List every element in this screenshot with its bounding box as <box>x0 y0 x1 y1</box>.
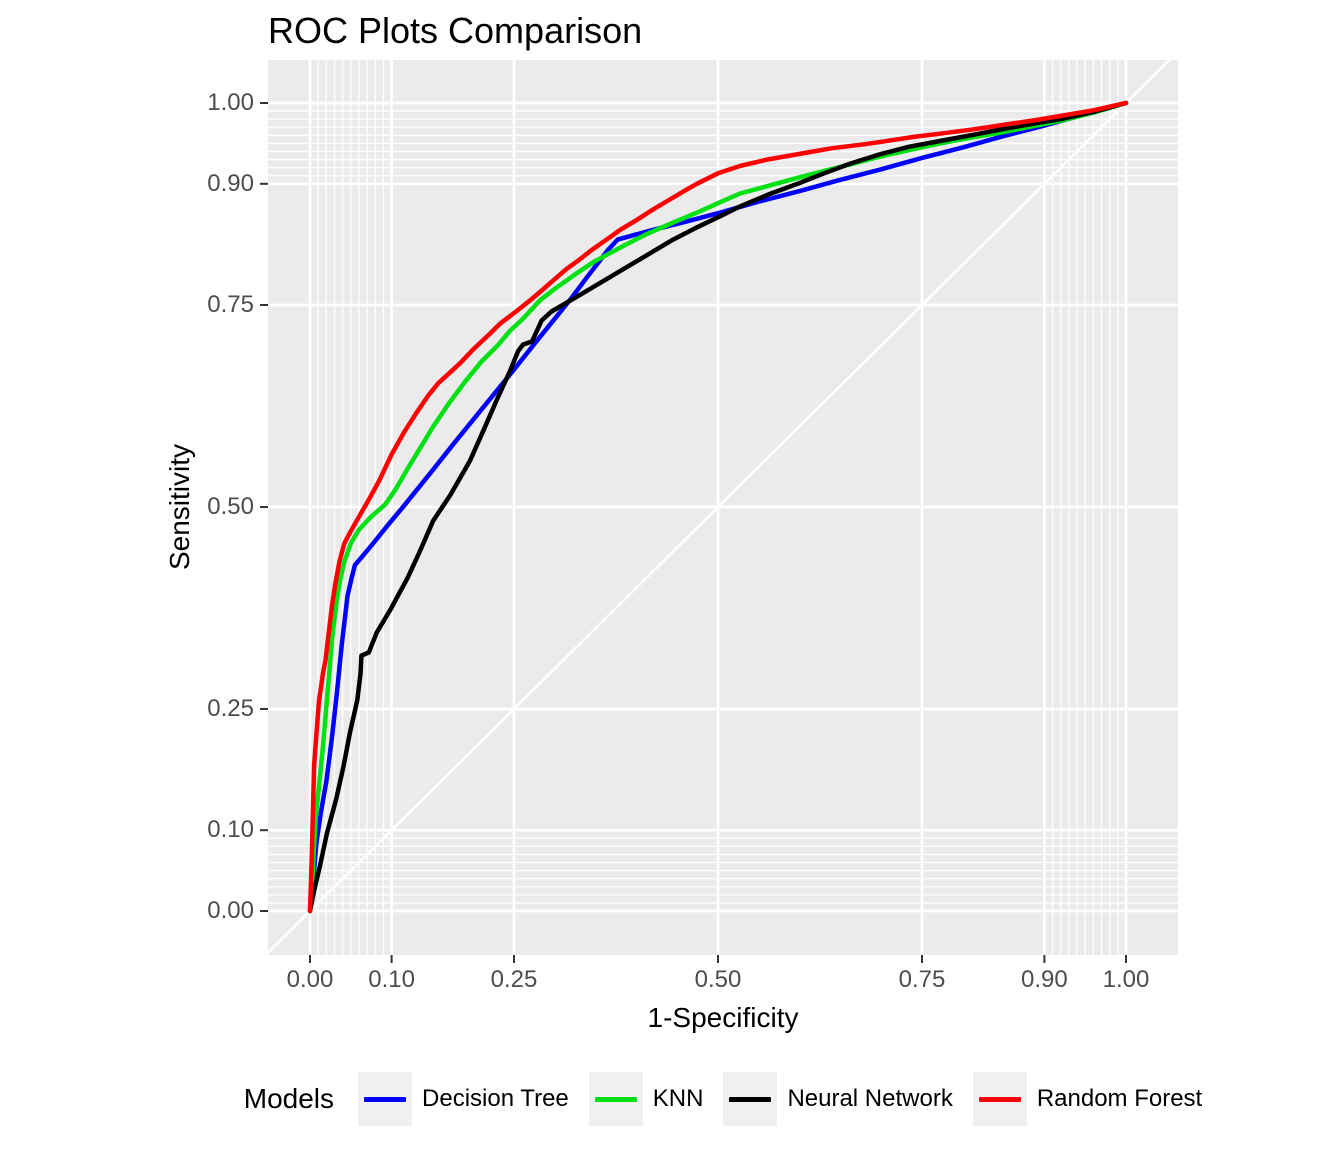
major-gridlines <box>268 60 1178 955</box>
legend: Models Decision Tree KNN Neural Network Ran… <box>244 1072 1202 1126</box>
legend-item-decision-tree: Decision Tree <box>358 1072 569 1126</box>
y-tick-label: 0.10 <box>207 816 254 844</box>
y-tick-label: 0.90 <box>207 169 254 197</box>
x-tick-label: 0.90 <box>1021 966 1068 993</box>
x-tick-label: 0.10 <box>368 966 415 993</box>
legend-label-neural-network: Neural Network <box>787 1085 953 1112</box>
legend-label-decision-tree: Decision Tree <box>422 1085 569 1112</box>
x-tick-label: 0.75 <box>898 966 946 993</box>
legend-key-decision-tree <box>358 1072 413 1126</box>
y-tick-label: 0.75 <box>207 291 254 318</box>
roc-curve-random-forest <box>307 100 1129 914</box>
y-tick-label: 0.25 <box>207 695 254 722</box>
diagonal-reference-line <box>268 60 1172 955</box>
axis-tick-marks <box>260 102 1127 963</box>
y-tick-label: 0.00 <box>207 897 254 924</box>
legend-item-knn: KNN <box>588 1072 704 1126</box>
legend-item-random-forest: Random Forest <box>972 1072 1203 1126</box>
legend-item-neural-network: Neural Network <box>723 1072 953 1126</box>
x-tick-label: 1.00 <box>1102 966 1150 993</box>
legend-key-random-forest <box>972 1072 1027 1126</box>
legend-key-knn <box>588 1072 643 1126</box>
roc-curve-decision-tree <box>307 100 1129 914</box>
legend-key-line-random-forest <box>978 1096 1021 1102</box>
legend-title: Models <box>243 1083 335 1114</box>
x-axis-title: 1-Specificity <box>647 1002 799 1033</box>
x-tick-label: 0.25 <box>490 966 538 993</box>
legend-label-random-forest: Random Forest <box>1036 1085 1203 1112</box>
legend-key-line-decision-tree <box>364 1096 407 1102</box>
legend-key-line-knn <box>594 1096 637 1102</box>
legend-key-neural-network <box>723 1072 778 1126</box>
x-tick-label: 0.00 <box>286 966 334 993</box>
legend-label-knn: KNN <box>652 1085 704 1112</box>
y-tick-label: 0.50 <box>207 493 254 520</box>
roc-curve-neural-network <box>307 100 1129 914</box>
legend-key-line-neural-network <box>729 1096 772 1102</box>
x-tick-label: 0.50 <box>694 966 742 993</box>
y-tick-label: 1.00 <box>207 89 254 116</box>
page-title: ROC Plots Comparison <box>268 10 643 51</box>
